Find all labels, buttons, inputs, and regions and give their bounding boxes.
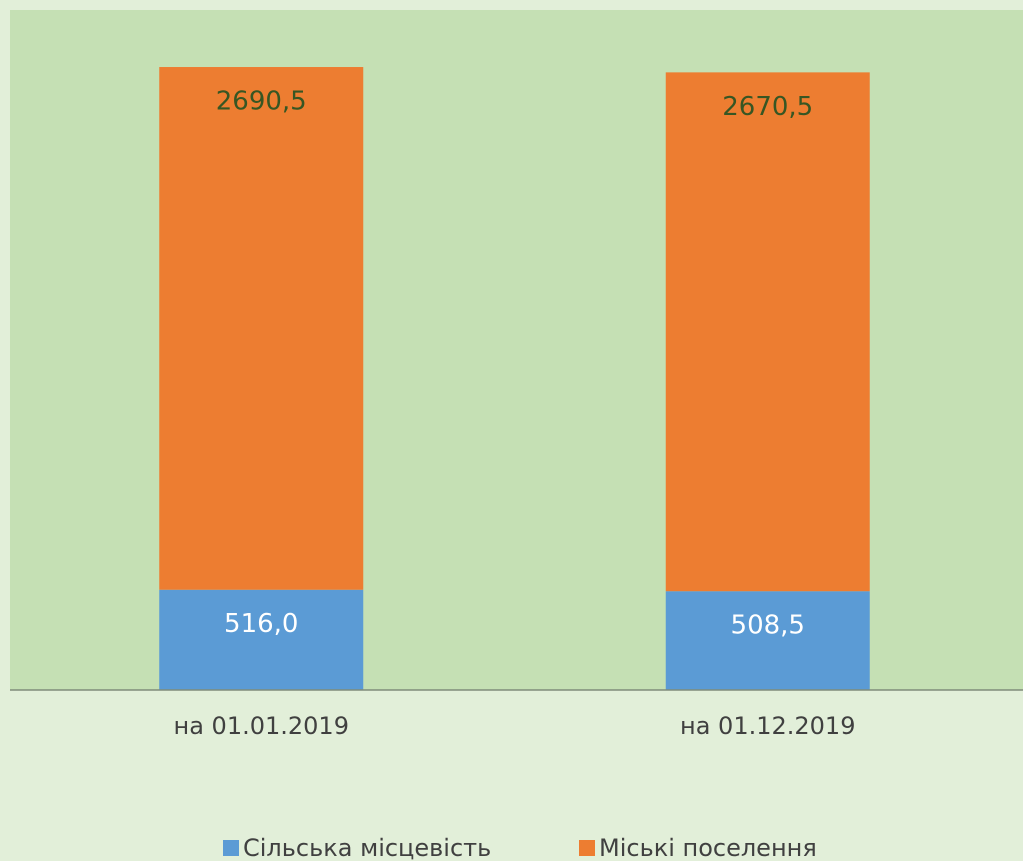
legend-label: Міські поселення <box>599 834 817 861</box>
data-label: 516,0 <box>224 609 298 639</box>
x-tick-label: на 01.12.2019 <box>680 712 855 740</box>
legend-swatch <box>223 840 239 856</box>
bar-segment <box>665 72 870 592</box>
x-tick-label: на 01.01.2019 <box>174 712 349 740</box>
bar-segment <box>159 589 364 690</box>
legend-label: Сільська місцевість <box>243 834 491 861</box>
data-label: 2670,5 <box>722 92 813 122</box>
data-label: 2690,5 <box>216 87 307 117</box>
data-label: 508,5 <box>731 611 805 641</box>
bar-segment <box>159 67 364 590</box>
bar-segment <box>665 591 870 690</box>
legend-swatch <box>579 840 595 856</box>
